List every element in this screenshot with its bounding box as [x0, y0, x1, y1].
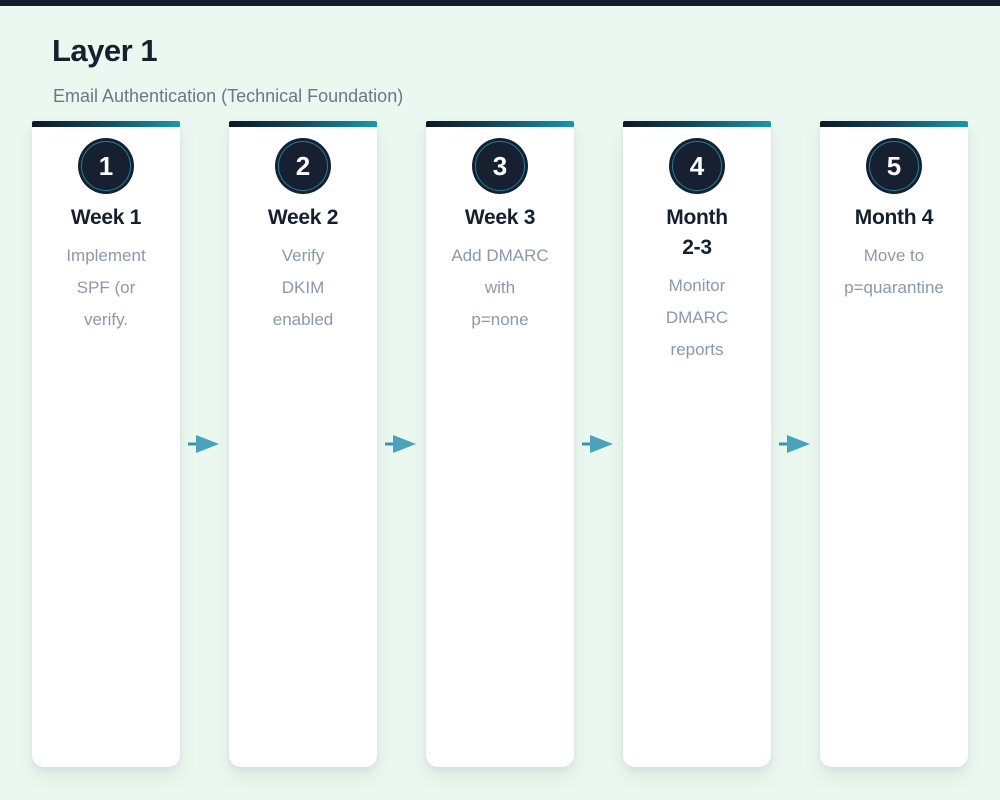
step-number: 5: [886, 150, 902, 181]
step-title: Month 4: [854, 206, 934, 229]
step-number: 4: [689, 150, 705, 181]
step-number: 1: [98, 150, 114, 181]
page-title: Layer 1: [52, 33, 158, 68]
page-subtitle: Email Authentication (Technical Foundati…: [53, 86, 404, 106]
right-arrow-icon: [779, 435, 810, 453]
card-accent-bar: [820, 121, 968, 127]
step-description: Verify DKIM enabled: [272, 246, 334, 329]
step-title: Week 2: [267, 206, 339, 229]
step-card-4: 4 Month 2-3 Monitor DMARC reports: [623, 121, 771, 767]
step-number-badge: 4: [669, 138, 725, 194]
step-title: Week 1: [70, 206, 142, 229]
step-number-badge: 5: [866, 138, 922, 194]
card-accent-bar: [623, 121, 771, 127]
step-description: Monitor DMARC reports: [665, 276, 729, 359]
card-accent-bar: [426, 121, 574, 127]
step-card-5: 5 Month 4 Move to p=quarantine: [820, 121, 968, 767]
step-title: Month 2-3: [666, 206, 728, 259]
step-description: Add DMARC with p=none: [451, 246, 549, 329]
step-card-3: 3 Week 3 Add DMARC with p=none: [426, 121, 574, 767]
badge-ring: [672, 141, 722, 191]
step-card-2: 2 Week 2 Verify DKIM enabled: [229, 121, 377, 767]
step-number: 3: [492, 150, 508, 181]
step-description: Implement SPF (or verify.: [66, 246, 146, 329]
card-accent-bar: [32, 121, 180, 127]
badge-ring: [81, 141, 131, 191]
step-number-badge: 2: [275, 138, 331, 194]
step-description: Move to p=quarantine: [844, 246, 944, 297]
steps-board: 1 Week 1 Implement SPF (or verify. 2 Wee…: [32, 121, 968, 767]
top-accent-bar: [0, 0, 1000, 6]
badge-ring: [869, 141, 919, 191]
badge-ring: [278, 141, 328, 191]
badge-ring: [475, 141, 525, 191]
step-title: Week 3: [464, 206, 536, 229]
card-accent-bar: [229, 121, 377, 127]
right-arrow-icon: [385, 435, 416, 453]
step-card-1: 1 Week 1 Implement SPF (or verify.: [32, 121, 180, 767]
step-number-badge: 3: [472, 138, 528, 194]
right-arrow-icon: [188, 435, 219, 453]
right-arrow-icon: [582, 435, 613, 453]
step-number-badge: 1: [78, 138, 134, 194]
step-number: 2: [295, 150, 311, 181]
